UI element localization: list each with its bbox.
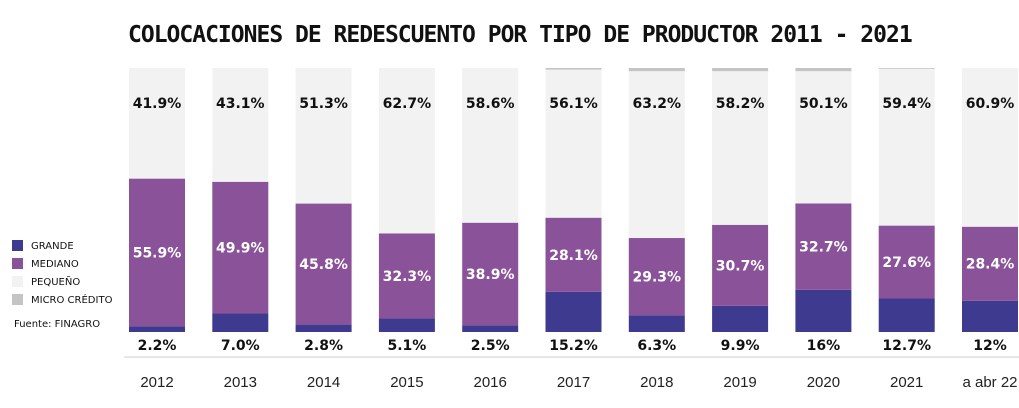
bar-mediano-6 <box>628 238 685 316</box>
label-grande-9: 12.7% <box>882 338 931 354</box>
legend-swatch-0 <box>12 240 23 251</box>
category-label-7: 2019 <box>723 374 756 391</box>
bar-peque-o-9 <box>878 68 935 226</box>
legend-swatch-3 <box>12 294 23 305</box>
label-pequeno-7: 58.2% <box>716 96 765 112</box>
label-pequeno-1: 43.1% <box>216 96 265 112</box>
bar-micro-cr-dito-5 <box>545 68 602 70</box>
label-grande-4: 2.5% <box>471 338 510 354</box>
label-pequeno-10: 60.9% <box>966 96 1015 112</box>
label-grande-2: 2.8% <box>304 338 343 354</box>
bar-grande-6 <box>628 315 685 332</box>
label-mediano-6: 29.3% <box>633 270 682 286</box>
category-label-10: a abr 22 <box>962 374 1017 391</box>
bar-peque-o-8 <box>795 71 852 204</box>
bar-mediano-8 <box>795 203 852 290</box>
bar-mediano-7 <box>712 224 769 306</box>
category-axis: 2012 2013 2014 2015 2016 2017 2018 2019 2020 2021… <box>140 374 1017 391</box>
label-pequeno-2: 51.3% <box>299 96 348 112</box>
chart-title: COLOCACIONES DE REDESCUENTO POR TIPO DE … <box>128 22 912 48</box>
label-mediano-10: 28.4% <box>966 257 1015 273</box>
bar-micro-cr-dito-6 <box>628 68 685 72</box>
category-label-6: 2018 <box>640 374 673 391</box>
category-label-4: 2016 <box>474 374 507 391</box>
bar-peque-o-1 <box>212 68 269 182</box>
label-grande-7: 9.9% <box>721 338 760 354</box>
label-grande-6: 6.3% <box>637 338 676 354</box>
bar-peque-o-3 <box>378 68 435 234</box>
bar-micro-cr-dito-9 <box>878 68 935 69</box>
label-pequeno-9: 59.4% <box>882 96 931 112</box>
label-mediano-0: 55.9% <box>133 245 182 261</box>
category-label-8: 2020 <box>807 374 840 391</box>
bar-peque-o-5 <box>545 69 602 218</box>
bar-micro-cr-dito-8 <box>795 68 852 72</box>
bar-mediano-2 <box>295 203 352 325</box>
label-grande-5: 15.2% <box>549 338 598 354</box>
bar-mediano-5 <box>545 217 602 292</box>
bar-mediano-3 <box>378 233 435 319</box>
category-label-0: 2012 <box>140 374 173 391</box>
label-mediano-1: 49.9% <box>216 241 265 257</box>
legend-label-0: GRANDE <box>31 241 74 252</box>
bar-mediano-4 <box>462 222 519 326</box>
bar-peque-o-2 <box>295 68 352 204</box>
bar-micro-cr-dito-7 <box>712 68 769 72</box>
label-mediano-9: 27.6% <box>882 255 931 271</box>
label-mediano-5: 28.1% <box>549 248 598 264</box>
bar-grande-4 <box>462 325 519 332</box>
bars-group <box>129 68 1018 332</box>
bar-peque-o-0 <box>129 68 185 179</box>
bar-peque-o-4 <box>462 68 519 223</box>
bar-mediano-9 <box>878 225 935 299</box>
bar-mediano-10 <box>962 226 1018 301</box>
label-pequeno-5: 56.1% <box>549 96 598 112</box>
category-label-5: 2017 <box>557 374 590 391</box>
source-note: Fuente: FINAGRO <box>14 319 100 330</box>
category-label-3: 2015 <box>390 374 423 391</box>
label-mediano-4: 38.9% <box>466 267 515 283</box>
bar-grande-2 <box>295 324 352 332</box>
bar-peque-o-10 <box>962 68 1018 227</box>
label-grande-10: 12% <box>973 338 1007 354</box>
label-pequeno-6: 63.2% <box>633 96 682 112</box>
label-grande-0: 2.2% <box>138 338 177 354</box>
bar-peque-o-7 <box>712 71 769 225</box>
bar-grande-10 <box>962 300 1018 332</box>
bar-grande-9 <box>878 298 935 332</box>
label-pequeno-8: 50.1% <box>799 96 848 112</box>
category-label-9: 2021 <box>890 374 923 391</box>
label-mediano-8: 32.7% <box>799 240 848 256</box>
bar-grande-1 <box>212 313 269 332</box>
bar-mediano-0 <box>129 178 185 327</box>
bar-grande-3 <box>378 318 435 332</box>
label-mediano-3: 32.3% <box>383 269 432 285</box>
bar-grande-5 <box>545 291 602 332</box>
legend: GRANDE MEDIANO PEQUEÑO MICRO CRÉDITO <box>12 240 113 306</box>
label-pequeno-3: 62.7% <box>383 96 432 112</box>
category-label-2: 2014 <box>307 374 340 391</box>
bar-peque-o-6 <box>628 71 685 239</box>
legend-label-1: MEDIANO <box>31 259 79 270</box>
label-pequeno-4: 58.6% <box>466 96 515 112</box>
legend-swatch-2 <box>12 276 23 287</box>
bar-grande-7 <box>712 305 769 332</box>
labels-group: 41.9% 55.9% 2.2% 43.1% 49.9% 7.0% 51.3% 45.8% 2.… <box>133 96 1015 354</box>
label-pequeno-0: 41.9% <box>133 96 182 112</box>
label-grande-1: 7.0% <box>221 338 260 354</box>
legend-label-2: PEQUEÑO <box>31 275 80 288</box>
bar-grande-0 <box>129 326 185 332</box>
legend-label-3: MICRO CRÉDITO <box>31 293 113 306</box>
legend-swatch-1 <box>12 258 23 269</box>
label-mediano-2: 45.8% <box>299 257 348 273</box>
bar-grande-8 <box>795 289 852 332</box>
label-grande-3: 5.1% <box>387 338 426 354</box>
category-label-1: 2013 <box>224 374 257 391</box>
label-mediano-7: 30.7% <box>716 258 765 274</box>
label-grande-8: 16% <box>807 338 841 354</box>
bar-mediano-1 <box>212 181 269 314</box>
